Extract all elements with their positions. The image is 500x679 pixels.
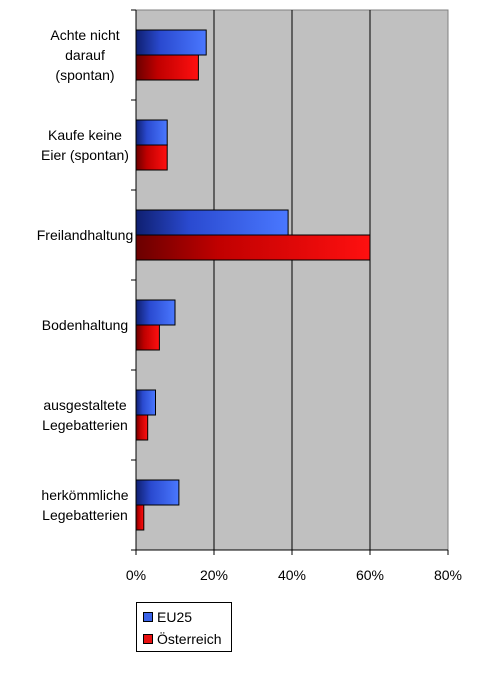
x-tick-label: 0% [126, 567, 146, 583]
category-label: herkömmliche [41, 487, 128, 503]
category-label: Freilandhaltung [37, 227, 134, 243]
category-label: ausgestaltete [43, 397, 126, 413]
x-tick-label: 20% [200, 567, 228, 583]
category-label: Legebatterien [42, 417, 128, 433]
category-label: Kaufe keine [48, 127, 122, 143]
x-tick-label: 60% [356, 567, 384, 583]
category-label: Bodenhaltung [42, 317, 128, 333]
legend-swatch-oesterreich [143, 634, 153, 644]
category-label: Eier (spontan) [41, 147, 129, 163]
bar-eu25 [135, 479, 180, 506]
legend: EU25 Österreich [136, 602, 232, 652]
legend-label-eu25: EU25 [157, 609, 193, 625]
legend-item-oesterreich: Österreich [143, 629, 222, 649]
bar-oesterreich [135, 144, 168, 171]
category-label: (spontan) [55, 67, 114, 83]
bar-oesterreich [135, 414, 149, 441]
bar-eu25 [135, 29, 207, 56]
legend-swatch-eu25 [143, 612, 153, 622]
legend-label-oesterreich: Österreich [157, 631, 222, 647]
category-label: Legebatterien [42, 507, 128, 523]
bar-oesterreich [135, 324, 160, 351]
bar-oesterreich [135, 504, 145, 531]
legend-item-eu25: EU25 [143, 607, 192, 627]
bar-oesterreich [135, 234, 371, 261]
bar-eu25 [135, 209, 289, 236]
bar-eu25 [135, 119, 168, 146]
bar-eu25 [135, 299, 176, 326]
x-tick-label: 80% [434, 567, 462, 583]
bar-oesterreich [135, 54, 199, 81]
category-label: darauf [65, 47, 105, 63]
bar-eu25 [135, 389, 156, 416]
category-label: Achte nicht [50, 27, 119, 43]
x-tick-label: 40% [278, 567, 306, 583]
